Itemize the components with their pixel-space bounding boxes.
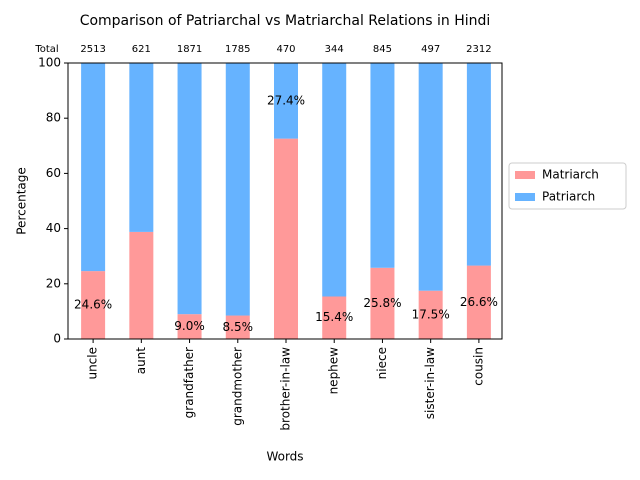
y-tick-label: 0 [53,332,61,346]
total-label: 1785 [225,44,250,55]
bar-segment [466,265,491,339]
bar-segment [466,63,491,266]
total-label: 2312 [466,44,491,55]
total-label: 470 [276,44,295,55]
legend-label: Matriarch [542,168,599,182]
total-label: 497 [421,44,440,55]
bar-segment [129,231,154,339]
bar-segment [322,63,347,297]
bar-segment [177,314,202,339]
axes-frame [67,62,503,340]
bar-segment [370,267,395,339]
bar-segment [418,63,443,291]
legend-label: Patriarch [542,190,595,204]
y-tick-label: 80 [46,111,61,125]
totals-label: Total [34,44,58,55]
x-tick-label: cousin [471,347,485,386]
value-label: 8.5% [223,320,254,334]
x-tick-label: grandfather [182,347,196,418]
bar-segment [225,315,250,339]
x-tick-label: uncle [86,347,100,380]
chart-title: Comparison of Patriarchal vs Matriarchal… [80,13,491,29]
y-tick-label: 20 [46,276,61,290]
x-tick-label: nephew [327,347,341,395]
legend-swatch [515,193,535,201]
total-label: 344 [325,44,344,55]
bar-segment [225,63,250,316]
x-tick-label: sister-in-law [423,347,437,419]
value-label: 24.6% [74,298,112,312]
total-label: 1871 [177,44,202,55]
x-axis-label: Words [266,450,303,464]
value-label: 26.6% [460,295,498,309]
bar-segment [81,271,106,339]
x-tick-label: niece [375,347,389,379]
bar-segment [274,138,298,339]
legend-box [508,162,627,210]
bar-segment [177,63,202,315]
value-label: 25.8% [363,296,401,310]
bar-segment [129,63,154,232]
bar-segment [81,63,106,272]
bar-segment [322,296,347,339]
total-label: 845 [373,44,392,55]
x-tick-label: grandmother [230,347,244,426]
total-label: 621 [132,44,151,55]
y-axis-label: Percentage [15,167,29,235]
legend-swatch [515,171,535,179]
x-tick-label: aunt [134,347,148,375]
value-label: 9.0% [174,319,205,333]
bar-segment [274,63,298,139]
value-label: 17.5% [412,307,450,321]
x-tick-label: brother-in-law [279,347,293,431]
total-label: 2513 [80,44,105,55]
bar-segment [418,290,443,339]
value-label: 15.4% [315,310,353,324]
y-tick-label: 60 [46,166,61,180]
bar-segment [370,63,395,268]
value-label: 27.4% [267,93,305,107]
y-tick-label: 40 [46,221,61,235]
y-tick-label: 100 [38,56,61,70]
